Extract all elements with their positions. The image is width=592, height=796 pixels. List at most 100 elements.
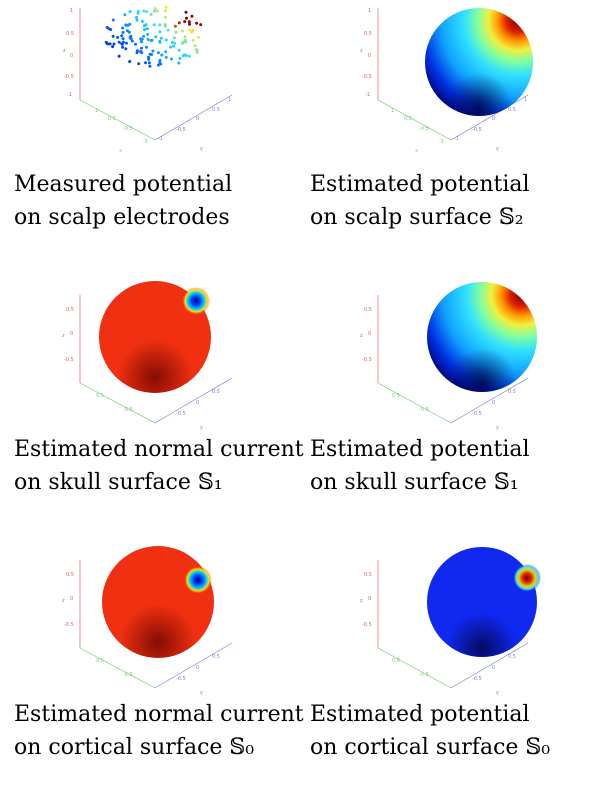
electrode-marker — [177, 61, 181, 65]
y-axis-label: y — [200, 146, 203, 152]
y-tick: -0.5 — [176, 411, 186, 417]
x-tick: 0.5 — [392, 393, 400, 399]
electrode-marker — [112, 42, 116, 46]
electrode-marker — [184, 16, 188, 20]
electrode-marker — [128, 10, 132, 14]
electrode-marker — [137, 62, 141, 66]
y-axis-label: y — [496, 146, 499, 152]
x-tick: 1 — [391, 108, 394, 114]
electrode-marker — [108, 42, 112, 46]
z-tick: 0.5 — [364, 572, 372, 578]
electrode-marker — [144, 23, 148, 27]
electrode-marker — [116, 35, 120, 39]
y-tick: 0 — [492, 400, 495, 406]
electrode-scatter-plot: 1 0.5 0 -0.5 -1 z 1 0.5 -0.5 -1 x -1 -0.… — [63, 5, 233, 154]
electrode-marker — [117, 40, 121, 44]
z-axis-label: z — [360, 598, 363, 604]
y-tick: 0.5 — [212, 107, 220, 113]
current-sphere-plot: 0.5 0 -0.5 z 0.5 -0.5 x -0.5 0 0.5 y — [62, 546, 233, 695]
sphere-shading — [427, 282, 537, 392]
electrode-marker — [199, 23, 203, 27]
electrode-marker — [190, 14, 194, 18]
panel-measured-scalp-electrodes: 1 0.5 0 -0.5 -1 z 1 0.5 -0.5 -1 x -1 -0.… — [0, 0, 296, 265]
z-tick: -0.5 — [362, 622, 372, 628]
electrode-marker — [140, 46, 143, 50]
electrode-marker — [139, 50, 142, 53]
y-tick: -0.5 — [176, 676, 186, 682]
y-axis-label: y — [496, 690, 499, 695]
electrode-marker — [173, 24, 177, 28]
x-tick: -0.5 — [419, 672, 429, 678]
z-tick: 0 — [70, 331, 73, 337]
electrode-marker — [164, 38, 168, 42]
electrode-marker — [147, 61, 151, 65]
electrode-marker — [152, 23, 156, 27]
electrode-marker — [151, 49, 155, 53]
axes-3d: 0.5 0 -0.5 z 0.5 -0.5 x -0.5 0 0.5 y — [62, 295, 233, 430]
z-tick: 0.5 — [66, 572, 74, 578]
y-axis-label: y — [496, 425, 499, 430]
caption-line-2: on cortical surface 𝕊₀ — [14, 735, 255, 760]
electrode-marker — [156, 51, 160, 55]
z-tick: 0.5 — [66, 31, 74, 37]
electrode-marker — [193, 44, 197, 48]
electrode-marker — [134, 42, 137, 46]
caption-line-2: on scalp electrodes — [14, 205, 230, 230]
current-hotspot — [182, 287, 210, 315]
y-tick: 0.5 — [508, 654, 516, 660]
electrode-markers — [104, 5, 203, 68]
axes-3d: 1 0.5 0 -0.5 -1 z 1 0.5 -0.5 -1 x -1 -0.… — [63, 8, 233, 154]
electrode-marker — [177, 48, 181, 52]
electrode-marker — [111, 34, 115, 38]
electrode-marker — [183, 20, 187, 24]
electrode-marker — [120, 34, 124, 38]
z-tick: 0.5 — [364, 31, 372, 37]
electrode-marker — [158, 23, 162, 27]
y-tick: 0.5 — [212, 654, 220, 660]
electrode-marker — [136, 10, 140, 13]
electrode-marker — [143, 28, 146, 32]
electrode-marker — [148, 52, 152, 56]
electrode-marker — [121, 37, 125, 41]
z-axis-label: z — [62, 598, 65, 604]
caption-line-1: Estimated potential — [310, 437, 530, 462]
x-tick: -0.5 — [123, 126, 133, 132]
sphere-shading — [102, 546, 214, 658]
electrode-marker — [163, 23, 167, 26]
caption-line-2: on scalp surface 𝕊₂ — [310, 205, 524, 230]
x-tick: -1 — [439, 139, 444, 145]
electrode-marker — [104, 40, 108, 44]
y-tick: 0 — [196, 400, 199, 406]
x-tick: 0.5 — [392, 658, 400, 664]
z-axis-label: z — [62, 333, 65, 339]
electrode-marker — [121, 26, 125, 30]
electrode-marker — [178, 56, 182, 60]
x-tick: -0.5 — [419, 126, 429, 132]
z-tick: 0.5 — [364, 307, 372, 313]
current-sphere-plot: 0.5 0 -0.5 z 0.5 -0.5 x -0.5 0 0.5 y — [62, 281, 233, 430]
electrode-marker — [146, 38, 150, 41]
electrode-marker — [195, 48, 198, 52]
caption-line-1: Estimated normal current — [14, 437, 304, 462]
electrode-marker — [128, 60, 132, 63]
electrode-marker — [149, 39, 153, 42]
electrode-marker — [164, 5, 168, 9]
potential-sphere-plot: 0.5 0 -0.5 z 0.5 -0.5 x -0.5 0 0.5 y — [360, 547, 541, 695]
electrode-marker — [183, 35, 187, 39]
x-tick: 0.5 — [96, 658, 104, 664]
electrode-marker — [163, 15, 167, 19]
caption-line-2: on skull surface 𝕊₁ — [310, 470, 519, 495]
electrode-marker — [135, 51, 139, 55]
y-tick: -0.5 — [472, 411, 482, 417]
panel-estimated-potential-cortical: 0.5 0 -0.5 z 0.5 -0.5 x -0.5 0 0.5 y Est… — [296, 530, 592, 795]
axes-3d: 1 0.5 0 -0.5 -1 z 1 0.5 -0.5 -1 x -1 -0.… — [360, 8, 529, 154]
electrode-marker — [172, 36, 176, 40]
y-tick: 0.5 — [508, 107, 516, 113]
electrode-marker — [135, 15, 138, 19]
z-tick: 1 — [70, 8, 73, 14]
caption-line-1: Estimated potential — [310, 702, 530, 727]
electrode-marker — [182, 53, 185, 57]
electrode-marker — [144, 61, 147, 65]
electrode-marker — [195, 50, 199, 54]
panel-estimated-current-skull: 0.5 0 -0.5 z 0.5 -0.5 x -0.5 0 0.5 y Est… — [0, 265, 304, 530]
